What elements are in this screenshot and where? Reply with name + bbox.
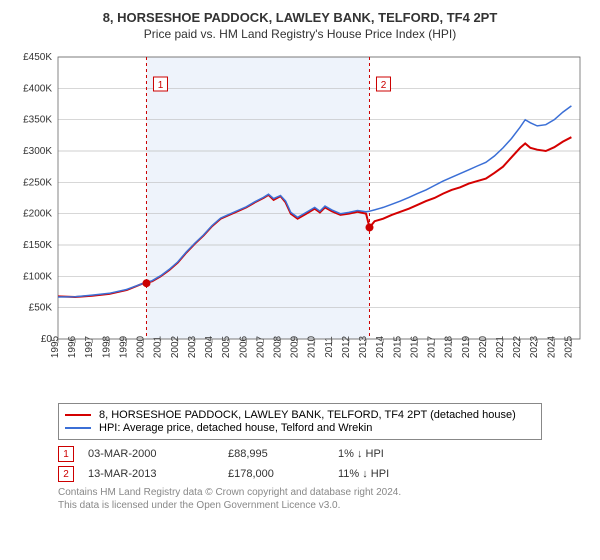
ytick-label: £200K — [23, 209, 52, 220]
legend-label: HPI: Average price, detached house, Telf… — [99, 422, 372, 434]
note-row: 2 13-MAR-2013£178,00011% ↓ HPI — [58, 466, 590, 482]
chart-title: 8, HORSESHOE PADDOCK, LAWLEY BANK, TELFO… — [10, 10, 590, 25]
footer-attribution: Contains HM Land Registry data © Crown c… — [58, 486, 590, 512]
chart-subtitle: Price paid vs. HM Land Registry's House … — [10, 27, 590, 41]
ytick-label: £350K — [23, 115, 52, 126]
chart-plot: £0£50K£100K£150K£200K£250K£300K£350K£400… — [10, 49, 590, 399]
note-pct: 1% ↓ HPI — [338, 448, 458, 460]
note-badge: 2 — [58, 466, 74, 482]
legend-label: 8, HORSESHOE PADDOCK, LAWLEY BANK, TELFO… — [99, 409, 516, 421]
sale-notes: 1 03-MAR-2000£88,9951% ↓ HPI 2 13-MAR-2013£… — [58, 446, 590, 482]
sale-point — [142, 279, 150, 287]
note-row: 1 03-MAR-2000£88,9951% ↓ HPI — [58, 446, 590, 462]
shade-band — [146, 57, 369, 339]
footer-line-2: This data is licensed under the Open Gov… — [58, 499, 590, 512]
sale-badge-label: 2 — [381, 80, 387, 91]
note-price: £178,000 — [228, 468, 338, 480]
ytick-label: £250K — [23, 177, 52, 188]
note-price: £88,995 — [228, 448, 338, 460]
note-date: 13-MAR-2013 — [88, 468, 228, 480]
chart-svg: £0£50K£100K£150K£200K£250K£300K£350K£400… — [10, 49, 590, 399]
footer-line-1: Contains HM Land Registry data © Crown c… — [58, 486, 590, 499]
legend-swatch — [65, 427, 91, 429]
ytick-label: £300K — [23, 146, 52, 157]
legend-row: 8, HORSESHOE PADDOCK, LAWLEY BANK, TELFO… — [65, 409, 535, 421]
ytick-label: £100K — [23, 271, 52, 282]
ytick-label: £150K — [23, 240, 52, 251]
ytick-label: £50K — [29, 303, 53, 314]
ytick-label: £400K — [23, 83, 52, 94]
sale-point — [365, 223, 373, 231]
ytick-label: £450K — [23, 52, 52, 63]
note-date: 03-MAR-2000 — [88, 448, 228, 460]
legend-row: HPI: Average price, detached house, Telf… — [65, 422, 535, 434]
note-pct: 11% ↓ HPI — [338, 468, 458, 480]
legend-swatch — [65, 414, 91, 416]
sale-badge-label: 1 — [158, 80, 164, 91]
chart-container: 8, HORSESHOE PADDOCK, LAWLEY BANK, TELFO… — [0, 0, 600, 516]
legend-box: 8, HORSESHOE PADDOCK, LAWLEY BANK, TELFO… — [58, 403, 542, 440]
note-badge: 1 — [58, 446, 74, 462]
